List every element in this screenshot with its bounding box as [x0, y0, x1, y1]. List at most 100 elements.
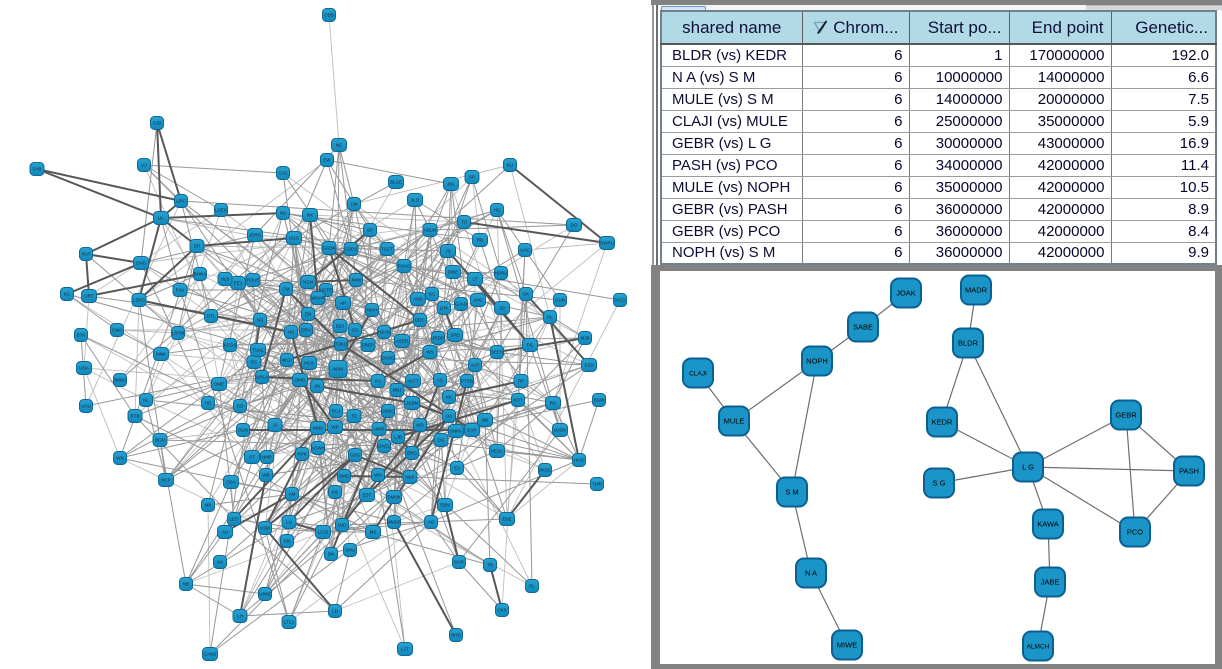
svg-text:KSM: KSM [260, 526, 270, 531]
svg-text:TE: TE [351, 414, 357, 419]
svg-text:OKS: OKS [497, 608, 507, 613]
svg-text:EW: EW [323, 158, 331, 163]
svg-text:PBEP: PBEP [362, 343, 374, 348]
svg-text:CWA: CWA [112, 328, 122, 333]
svg-text:UPLA: UPLA [256, 375, 268, 380]
svg-text:EST: EST [363, 493, 372, 498]
svg-text:AHC: AHC [473, 298, 483, 303]
svg-text:HO: HO [205, 401, 212, 406]
svg-text:AND: AND [413, 297, 423, 302]
svg-text:AUT: AUT [471, 363, 480, 368]
svg-text:HESC: HESC [491, 449, 504, 454]
svg-text:UJ: UJ [141, 163, 147, 168]
svg-text:LT: LT [473, 277, 478, 282]
svg-text:GG: GG [351, 328, 359, 333]
svg-text:CAMJ: CAMJ [204, 652, 216, 657]
svg-text:RAT: RAT [82, 252, 91, 257]
svg-text:DN: DN [328, 552, 335, 557]
svg-text:MBJ: MBJ [393, 388, 402, 393]
svg-text:MADR: MADR [965, 286, 988, 295]
svg-text:UL: UL [158, 216, 164, 221]
svg-text:SEEH: SEEH [491, 350, 503, 355]
svg-text:AU: AU [222, 530, 228, 535]
svg-text:BGN: BGN [155, 438, 165, 443]
svg-text:WUJ: WUJ [282, 358, 292, 363]
svg-text:NGN: NGN [303, 280, 313, 285]
svg-text:UA: UA [446, 414, 452, 419]
svg-text:MNK: MNK [156, 352, 166, 357]
svg-text:N A: N A [805, 569, 817, 578]
svg-text:PCO: PCO [1127, 528, 1143, 537]
svg-text:HJHG: HJHG [378, 330, 391, 335]
svg-text:JGBM: JGBM [406, 401, 419, 406]
svg-text:OAEL: OAEL [378, 444, 391, 449]
svg-text:KUO: KUO [615, 298, 625, 303]
svg-text:TGCT: TGCT [381, 247, 393, 252]
svg-text:NB: NB [183, 582, 189, 587]
svg-text:DAR: DAR [454, 560, 464, 565]
svg-text:LEO: LEO [229, 517, 239, 522]
svg-text:HG: HG [494, 208, 501, 213]
svg-text:WAH: WAH [367, 308, 377, 313]
svg-text:CAC: CAC [278, 171, 288, 176]
svg-text:SPD: SPD [450, 333, 460, 338]
svg-text:RL: RL [529, 584, 535, 589]
svg-text:ER: ER [194, 244, 201, 249]
svg-text:KEDR: KEDR [932, 418, 953, 427]
svg-text:GAOK: GAOK [322, 246, 335, 251]
svg-text:JMW: JMW [351, 278, 362, 283]
svg-text:EN: EN [305, 312, 311, 317]
svg-text:MJM: MJM [333, 367, 343, 372]
svg-text:JRDP: JRDP [432, 336, 444, 341]
svg-text:EJ: EJ [454, 466, 459, 471]
svg-text:KOT: KOT [513, 398, 523, 403]
svg-text:TUUL: TUUL [252, 348, 264, 353]
svg-text:JKL: JKL [447, 182, 455, 187]
svg-text:BDJ: BDJ [336, 324, 345, 329]
svg-text:KCWH: KCWH [311, 446, 325, 451]
svg-text:OSA: OSA [226, 480, 236, 485]
svg-text:JDRG: JDRG [249, 233, 262, 238]
svg-text:DWRU: DWRU [600, 241, 614, 246]
svg-text:HDRU: HDRU [495, 271, 508, 276]
svg-text:PAB: PAB [33, 167, 42, 172]
svg-text:BTK: BTK [77, 333, 86, 338]
svg-text:PJU: PJU [176, 288, 185, 293]
svg-text:URT: URT [84, 294, 93, 299]
svg-text:CDDS: CDDS [345, 247, 358, 252]
svg-text:ODB: ODB [324, 13, 334, 18]
svg-text:DMNK: DMNK [387, 495, 400, 500]
svg-text:AO: AO [428, 520, 435, 525]
svg-text:EAR: EAR [467, 428, 477, 433]
svg-text:TO: TO [461, 220, 468, 225]
svg-text:S M: S M [785, 488, 798, 497]
svg-text:GBGG: GBGG [381, 409, 395, 414]
svg-text:SSD: SSD [584, 363, 594, 368]
svg-text:ERH: ERH [301, 328, 311, 333]
svg-text:KAWA: KAWA [1037, 520, 1059, 529]
svg-text:LTCJ: LTCJ [284, 620, 294, 625]
svg-text:GUN: GUN [555, 298, 565, 303]
svg-text:SMD: SMD [339, 474, 350, 479]
svg-text:RCJ: RCJ [332, 409, 341, 414]
svg-text:JJ: JJ [273, 423, 278, 428]
svg-text:JLO: JLO [411, 198, 420, 203]
svg-text:RPK: RPK [297, 452, 306, 457]
svg-text:PUAO: PUAO [398, 264, 411, 269]
svg-text:MS: MS [370, 530, 377, 535]
svg-text:HL: HL [547, 315, 553, 320]
svg-text:LSEK: LSEK [215, 208, 227, 213]
svg-text:LD: LD [332, 609, 339, 614]
svg-text:WD: WD [416, 423, 424, 428]
svg-text:BLGE: BLGE [390, 180, 402, 185]
svg-text:AG: AG [437, 378, 444, 383]
svg-text:UGG: UGG [289, 236, 300, 241]
svg-text:POUE: POUE [247, 278, 260, 283]
svg-text:KK: KK [307, 213, 313, 218]
svg-text:LU: LU [286, 520, 292, 525]
svg-text:GP: GP [367, 228, 374, 233]
svg-text:TR: TR [487, 563, 494, 568]
svg-text:GSG: GSG [350, 453, 361, 458]
svg-text:CM: CM [351, 202, 358, 207]
svg-text:GJAD: GJAD [455, 302, 468, 307]
